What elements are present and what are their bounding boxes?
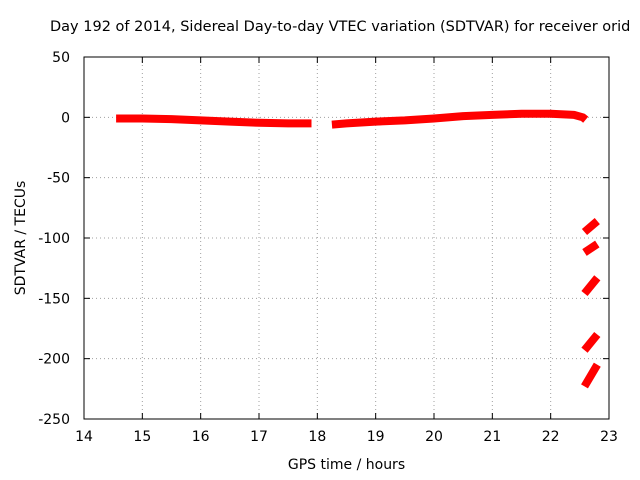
y-tick-label: -200 <box>38 352 70 368</box>
data-series-segment <box>581 362 601 389</box>
x-axis-label: GPS time / hours <box>287 457 406 473</box>
y-tick-label: 0 <box>61 110 70 126</box>
y-tick-label: 50 <box>52 50 70 66</box>
x-tick-label: 14 <box>75 429 93 445</box>
y-tick-label: -50 <box>47 171 70 187</box>
y-tick-label: -150 <box>38 291 70 307</box>
x-tick-label: 17 <box>250 429 268 445</box>
y-tick-label: -250 <box>38 412 70 428</box>
x-tick-label: 22 <box>542 429 560 445</box>
data-series-segment <box>581 275 601 297</box>
data-series-segment <box>581 218 600 236</box>
x-tick-label: 19 <box>367 429 385 445</box>
x-tick-label: 23 <box>600 429 618 445</box>
data-series-segment <box>581 331 601 353</box>
x-tick-label: 16 <box>192 429 210 445</box>
x-tick-label: 21 <box>483 429 501 445</box>
data-series-segment <box>331 109 589 129</box>
data-series-segment <box>116 114 312 128</box>
y-axis-label: SDTVAR / TECUs <box>13 180 29 296</box>
y-tick-label: -100 <box>38 231 70 247</box>
chart-title: Day 192 of 2014, Sidereal Day-to-day VTE… <box>50 19 630 35</box>
x-tick-label: 15 <box>133 429 151 445</box>
data-series-segment <box>582 240 600 256</box>
x-tick-label: 18 <box>308 429 326 445</box>
x-tick-label: 20 <box>425 429 443 445</box>
